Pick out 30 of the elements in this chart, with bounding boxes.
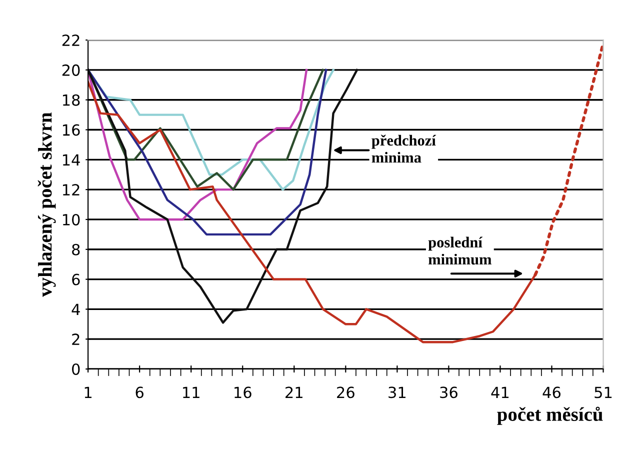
y-tick-label: 16 <box>62 124 80 136</box>
y-tick-label: 2 <box>72 334 80 345</box>
x-tick-label: 6 <box>136 386 144 398</box>
y-tick-label: 6 <box>72 274 80 286</box>
annotation: poslední minimum <box>428 236 492 265</box>
y-tick-label: 4 <box>72 304 80 315</box>
x-tick-label: 1 <box>84 386 92 398</box>
x-tick-label: 41 <box>491 386 509 398</box>
x-tick-label: 11 <box>183 386 200 398</box>
y-tick-label: 14 <box>62 154 80 166</box>
y-axis-title: vyhlazený počet skvrn <box>38 112 56 297</box>
x-axis-title: počet měsíců <box>497 406 603 425</box>
line-series <box>88 68 308 221</box>
y-tick-label: 18 <box>62 94 80 106</box>
x-tick-label: 21 <box>286 386 302 398</box>
y-tick-label: 8 <box>72 244 80 256</box>
annotation: předchozí minima <box>372 134 436 163</box>
line-series <box>88 68 328 236</box>
x-tick-label: 26 <box>337 386 354 398</box>
y-tick-label: 22 <box>62 34 80 46</box>
y-tick-label: 12 <box>62 184 80 196</box>
y-tick-label: 20 <box>62 64 80 76</box>
y-tick-label: 0 <box>72 363 80 376</box>
line-series <box>88 68 358 324</box>
x-tick-label: 46 <box>542 386 560 398</box>
x-tick-label: 51 <box>594 386 612 398</box>
x-tick-label: 31 <box>388 386 406 398</box>
x-tick-label: 36 <box>440 386 458 398</box>
x-tick-label: 16 <box>234 386 252 398</box>
y-tick-label: 10 <box>62 214 80 226</box>
